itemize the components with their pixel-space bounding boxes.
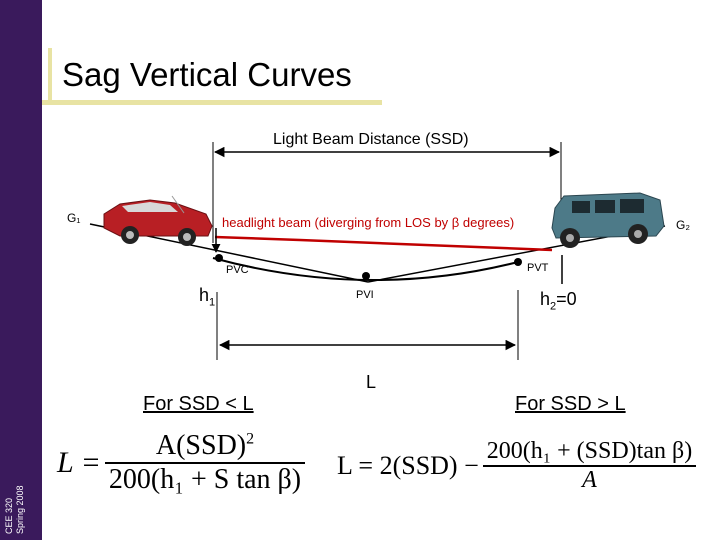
beam-label: headlight beam (diverging from LOS by β …: [222, 215, 515, 230]
h1-label: h1: [199, 285, 216, 309]
pvt-point: [514, 258, 522, 266]
sidebar: CEE 320 Spring 2008: [0, 0, 42, 540]
ssd-less-than-l-heading: For SSD < L: [143, 393, 254, 415]
pvc-label: PVC: [226, 264, 249, 276]
pvt-label: PVT: [527, 262, 549, 274]
slide-title: Sag Vertical Curves: [62, 56, 352, 93]
ssd-greater-than-l-heading: For SSD > L: [515, 393, 626, 415]
title-underline: [42, 100, 382, 105]
pvc-point: [215, 254, 223, 262]
g1-label: G₁: [67, 211, 81, 225]
suv-image: [551, 192, 665, 248]
h2-label: h2=0: [540, 289, 577, 313]
g2-label: G₂: [676, 218, 690, 232]
pvi-label: PVI: [356, 289, 374, 301]
title-accent-bar: [48, 48, 52, 100]
pvi-point: [362, 272, 370, 280]
red-car-image: [103, 195, 213, 246]
l-label: L: [366, 372, 377, 392]
formula-ssd-greater-than-l: L = 2(SSD) − 200(h₁ + (SSD)tan β) A: [337, 438, 697, 494]
ssd-label: Light Beam Distance (SSD): [273, 131, 469, 148]
formula-ssd-less-than-l: L = A(SSD)2 200(h₁ + S tan β): [57, 430, 306, 496]
sag-curve: [212, 257, 519, 281]
headlight-beam: [214, 235, 553, 252]
